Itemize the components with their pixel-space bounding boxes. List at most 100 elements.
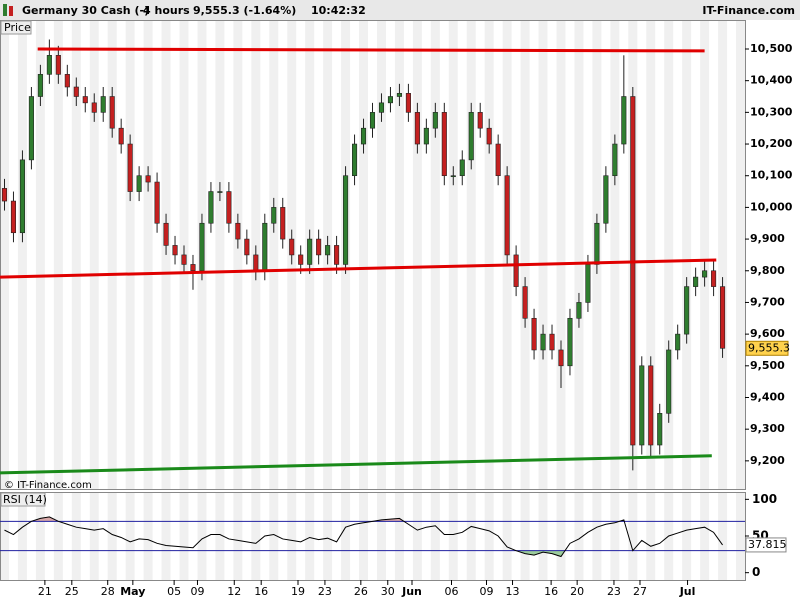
stripe: [538, 21, 548, 489]
stripe: [323, 493, 333, 580]
x-tick-label: 25: [65, 585, 79, 598]
candle-body: [154, 181, 160, 224]
stripe: [251, 493, 261, 580]
candle-body: [172, 245, 178, 256]
candle-body: [262, 222, 268, 272]
y-tick-label: 10,200: [750, 137, 793, 150]
stripe: [430, 21, 440, 489]
candle-body: [208, 191, 214, 224]
x-tick-label: 23: [607, 585, 621, 598]
candle-body: [702, 270, 708, 278]
stripe: [376, 21, 386, 489]
candle-body: [666, 349, 672, 414]
candle-body: [423, 127, 429, 145]
x-tick-label: Jun: [401, 585, 422, 598]
stripe: [520, 493, 530, 580]
stripe: [736, 21, 745, 489]
candle-body: [100, 96, 106, 113]
candle-body: [504, 175, 510, 256]
x-tick-label: 27: [633, 585, 647, 598]
candle-body: [190, 264, 196, 272]
x-tick-label: 13: [506, 585, 520, 598]
stripe: [718, 493, 728, 580]
x-tick-label: 09: [190, 585, 204, 598]
stripe: [161, 21, 171, 489]
stripe: [556, 21, 566, 489]
trend-line: [37, 47, 705, 53]
stripe: [53, 21, 63, 489]
candle-body: [91, 102, 97, 113]
stripe: [305, 493, 315, 580]
plot: 9,200 9,300 9,400 9,500 9,600 9,700 9,800 9,900…: [0, 39, 793, 598]
stripe: [359, 493, 369, 580]
candle-body: [576, 302, 582, 319]
stripe: [233, 493, 243, 580]
rsi-tick-label: 0: [752, 565, 760, 579]
x-tick-label: 12: [227, 585, 241, 598]
candle-body: [360, 127, 367, 145]
x-tick-label: 30: [381, 585, 395, 598]
candle-body: [459, 159, 465, 177]
stripe: [341, 493, 351, 580]
stripe: [484, 493, 494, 580]
stripe: [574, 493, 584, 580]
panel-tag: [0, 492, 46, 507]
x-tick-label: 09: [479, 585, 493, 598]
candle-body: [522, 286, 528, 319]
stripe: [0, 21, 9, 489]
y-tick-label: 9,400: [750, 390, 785, 403]
stripe: [17, 493, 27, 580]
candle-body: [334, 245, 340, 265]
candle-body: [46, 55, 52, 75]
logo-icon: [3, 4, 7, 16]
candle-body: [720, 286, 726, 349]
stripe: [556, 493, 566, 580]
candle-body: [28, 96, 34, 161]
x-tick-label: 06: [444, 585, 458, 598]
candle-body: [163, 222, 169, 246]
stripe: [448, 493, 458, 580]
stripe: [215, 21, 225, 489]
stripe: [287, 493, 297, 580]
stripe: [466, 493, 476, 580]
stripe: [394, 21, 404, 489]
stripe: [538, 493, 548, 580]
candle-body: [199, 222, 205, 272]
stripe: [143, 493, 153, 580]
candle-body: [271, 207, 277, 224]
candle-body: [405, 93, 411, 113]
stripe: [143, 21, 153, 489]
rsi-label: RSI (14): [3, 493, 47, 506]
candle-body: [82, 96, 88, 104]
change: 9,555.3 (-1.64%): [193, 4, 296, 17]
interval: 4 hours: [143, 4, 190, 17]
candle-body: [585, 264, 591, 303]
candle-body: [73, 86, 79, 97]
stripe: [484, 21, 494, 489]
stripe: [71, 493, 81, 580]
candle-body: [513, 254, 519, 287]
rsi-line: [4, 516, 723, 558]
candles: [1, 39, 726, 471]
stripe: [628, 493, 638, 580]
x-tick-label: 19: [291, 585, 305, 598]
candle-body: [235, 222, 241, 240]
x-tick-label: 28: [101, 585, 115, 598]
y-tick-label: 9,300: [750, 422, 785, 435]
instrument: Germany 30 Cash (-): [22, 4, 149, 17]
y-tick-label: 9,500: [750, 359, 785, 372]
candle-body: [181, 254, 187, 265]
candle-body: [217, 191, 223, 193]
stripe: [71, 21, 81, 489]
stripe: [394, 493, 404, 580]
stripe: [53, 493, 63, 580]
candle-body: [1, 188, 8, 202]
price-tag: [745, 340, 789, 356]
stripe: [502, 493, 512, 580]
x-tick-label: 05: [167, 585, 181, 598]
trend-line: [0, 258, 717, 279]
x-tick-label: 21: [38, 585, 52, 598]
candle-body: [298, 254, 304, 265]
